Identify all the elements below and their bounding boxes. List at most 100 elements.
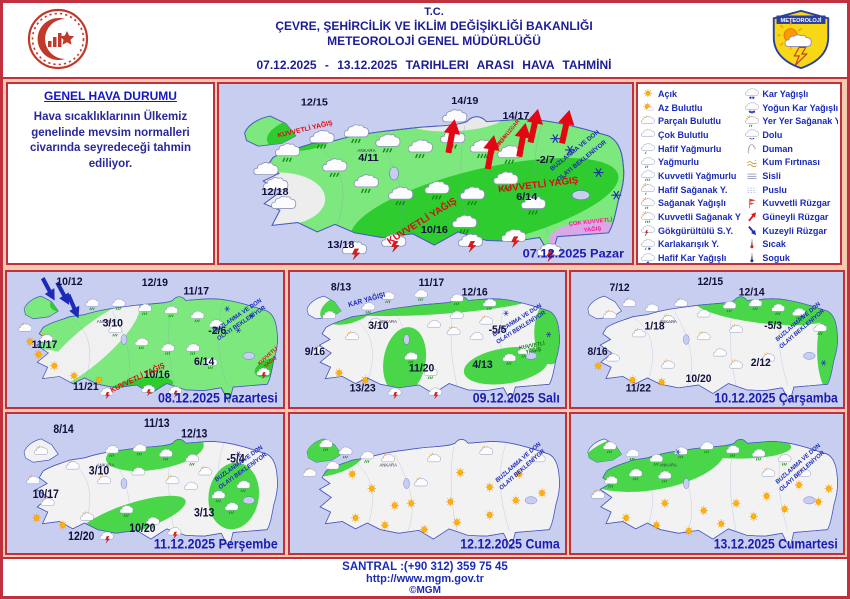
weather-icon-rain — [119, 505, 134, 517]
weather-icon-sun — [814, 497, 823, 507]
legend-item: Dolu — [745, 128, 838, 142]
map-thursday: ANKARA 8/14 11/13 12/13 3/10 -5/4 10/17 3/13 10/… — [5, 412, 285, 555]
weather-icon-psun — [345, 330, 359, 341]
legend-item: Puslu — [745, 183, 838, 197]
weather-icon-sun — [361, 375, 370, 385]
lake-van — [524, 496, 538, 505]
weather-icon-psun — [381, 452, 395, 463]
legend-item: Yer Yer Sağanak Y. — [745, 114, 838, 128]
header: T.C. ÇEVRE, ŞEHİRCİLİK VE İKLİM DEĞİŞİKL… — [3, 3, 847, 75]
weather-icon-psun — [632, 328, 646, 338]
hail-icon — [745, 128, 761, 141]
weather-icon-sun — [25, 336, 35, 347]
weather-icon-psun — [40, 496, 55, 506]
wind-arrow-icon — [558, 109, 575, 145]
wind-arrow-icon — [514, 122, 531, 158]
legend-item: Hafif Yağmurlu — [641, 142, 745, 156]
legend-label: Yağmurlu — [658, 157, 700, 168]
temperature-label: 13/18 — [327, 239, 354, 251]
weather-icon-sun — [780, 504, 789, 514]
weather-icon-psun — [761, 352, 776, 362]
lake-tuz — [120, 334, 128, 345]
weather-icon-storm — [381, 233, 407, 253]
weather-icon-rain — [211, 490, 226, 503]
weather-icon-sun — [794, 480, 804, 490]
weather-icon-rain — [751, 448, 766, 461]
weather-icon-snow — [611, 190, 622, 200]
weather-icon-psun — [622, 297, 636, 307]
map-date-label: 09.12.2025 Salı — [473, 390, 560, 406]
legend-item: Parçalı Bulutlu — [641, 114, 745, 128]
temperature-label: 11/13 — [144, 418, 170, 431]
weather-icon-rain — [275, 143, 301, 162]
weather-icon-rain — [517, 346, 532, 358]
weather-icon-rain — [159, 448, 173, 461]
meteorology-logo: METEOROLOJİ — [755, 7, 847, 71]
weather-icon-sun — [50, 361, 59, 371]
temperature-label: 6/14 — [194, 356, 214, 368]
weather-icon-cloud — [368, 317, 382, 326]
legend-label: Sisli — [762, 170, 781, 181]
weather-icon-psun — [761, 467, 776, 477]
weather-icon-rain — [726, 445, 740, 457]
temperature-label: 12/14 — [739, 286, 765, 299]
weather-icon-cloud — [271, 195, 297, 209]
legend-left-column: Açık Az Bulutlu Parçalı Bulutlu Çok Bulutlu… — [641, 87, 745, 263]
weather-icon-rain — [236, 480, 251, 493]
weather-icon-snow — [248, 313, 255, 319]
map-date-label: 10.12.2025 Çarşamba — [714, 390, 838, 406]
title-tc: T.C. — [424, 6, 444, 18]
weather-icon-rain — [203, 357, 218, 370]
snow-3-icon — [745, 101, 761, 114]
temperature-label: 12/18 — [262, 186, 289, 198]
weather-icon-storm — [428, 387, 442, 399]
weather-icon-rain — [452, 214, 478, 234]
temperature-label: 4/13 — [472, 359, 492, 371]
weather-icon-cloud — [442, 109, 468, 123]
weather-icon-psun — [661, 313, 675, 323]
weather-icon-rain — [381, 291, 395, 304]
weather-icon-rain — [658, 470, 672, 483]
warning-label: YAĞIŞ — [583, 224, 602, 234]
weather-icon-psun — [65, 460, 80, 470]
legend-label: Çok Bulutlu — [658, 129, 709, 140]
city-label: ANKARA — [379, 462, 397, 467]
summary-text: Hava sıcaklıklarının Ülkemiz genelinde m… — [29, 111, 192, 170]
legend-label: Kuvvetli Rüzgar — [762, 198, 831, 209]
legend-label: Gökgürültülü S.Y. — [658, 225, 734, 236]
weather-icon-storm — [99, 387, 114, 399]
legend-label: Kuzeyli Rüzgar — [762, 225, 827, 236]
map-date-label: 08.12.2025 Pazartesi — [158, 390, 278, 406]
weather-icon-sun — [452, 517, 462, 528]
map-date-label: 11.12.2025 Perşembe — [154, 536, 278, 552]
legend-item: Kar Yağışlı — [745, 87, 838, 101]
temperature-label: 8/13 — [331, 281, 351, 293]
temperature-label: 12/16 — [462, 286, 488, 298]
lake-van — [803, 352, 816, 360]
title-directorate: METEOROLOJİ GENEL MÜDÜRLÜĞÜ — [327, 34, 541, 48]
weather-icon-snow — [799, 314, 805, 320]
wind-strong-icon — [745, 197, 761, 210]
temperature-label: 12/13 — [181, 428, 207, 441]
weather-icon-rain — [722, 300, 737, 313]
temperature-label: 7/12 — [610, 282, 630, 295]
temperature-label: 11/17 — [183, 285, 209, 297]
temperature-label: -5/4 — [227, 453, 246, 466]
weather-icon-rain — [482, 298, 497, 311]
weather-icon-sun — [593, 361, 603, 371]
footer-url: http://www.mgm.gov.tr — [366, 573, 484, 585]
legend-label: Açık — [658, 88, 678, 99]
weather-icon-sun — [34, 349, 43, 360]
temperature-label: 6/14 — [516, 191, 537, 203]
lake-van — [242, 496, 255, 505]
city-label: ANKARA — [97, 319, 115, 324]
weather-icon-psun — [427, 452, 441, 463]
hot-icon — [745, 238, 761, 251]
weather-icon-psun — [34, 445, 48, 455]
temperature-label: 14/19 — [451, 95, 478, 107]
legend-label: Sıcak — [762, 239, 786, 250]
weather-icon-rain — [450, 293, 464, 306]
weather-icon-rain — [138, 303, 152, 316]
temperature-label: 12/15 — [697, 275, 723, 288]
weather-icon-psun — [696, 330, 711, 341]
